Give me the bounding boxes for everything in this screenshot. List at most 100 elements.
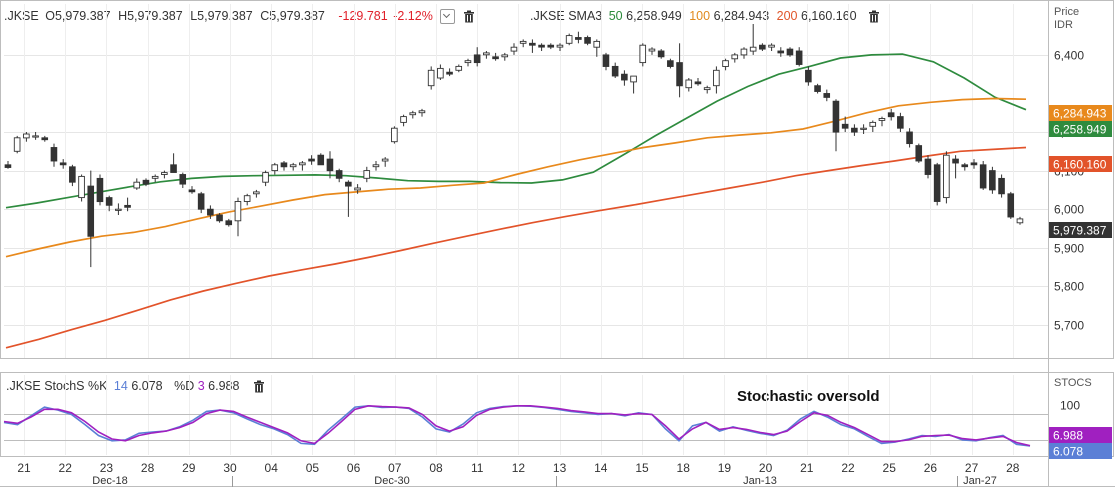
sma-label: .JKSE SMA3 (530, 9, 603, 23)
candle-body (437, 67, 444, 79)
candle (280, 161, 288, 171)
candle (740, 47, 748, 59)
candle-body (519, 40, 527, 44)
candle (13, 135, 21, 154)
stoch-axis-title: STOCS (1054, 377, 1092, 389)
stoch-legend: .JKSE StochS %K 14 6.078 %D 3 6.988 (6, 379, 265, 393)
candle-body (363, 170, 371, 179)
candle-body (69, 166, 76, 183)
candle (906, 128, 913, 148)
candle-body (510, 46, 518, 52)
candle-body (667, 60, 674, 67)
close-label: C (260, 9, 270, 23)
candle-body (381, 158, 389, 162)
candle (860, 124, 867, 134)
change-value: -129.781 (338, 9, 388, 23)
day-tick-label: 23 (100, 461, 114, 475)
trash-icon[interactable] (463, 10, 475, 23)
candle-body (593, 40, 601, 48)
candle (151, 174, 159, 183)
day-tick-label: 14 (594, 461, 608, 475)
candle (299, 161, 306, 171)
candle (510, 43, 518, 55)
trash-icon[interactable] (868, 10, 880, 23)
candle (611, 62, 619, 78)
price-axis-title: Price (1054, 6, 1079, 18)
candle (354, 184, 361, 194)
day-tick-label: 28 (1006, 461, 1020, 475)
candle-body (575, 37, 582, 40)
chevron-down-icon[interactable] (440, 9, 456, 25)
day-tick-label: 11 (471, 461, 484, 475)
candle-body (703, 87, 711, 91)
candle-body (59, 162, 67, 166)
candle-body (335, 170, 343, 179)
candle-body (41, 137, 49, 141)
stoch-k-tag-text: 6.078 (1053, 445, 1083, 459)
price-tick-label: 6,000 (1054, 203, 1084, 217)
day-tick-label: 08 (429, 461, 443, 475)
candle-body (731, 54, 739, 60)
value-tags: 6,284.943 6,258.949 6,160.160 5,979.387 6.98… (1049, 105, 1112, 459)
candle (970, 159, 978, 169)
stoch-k-tag: 6.078 (1049, 443, 1112, 459)
candle (814, 83, 821, 94)
candle-body (630, 75, 637, 83)
candle (427, 66, 435, 90)
month-label: Jan-13 (743, 475, 777, 487)
candle-body (841, 123, 849, 129)
candle-body (271, 164, 279, 172)
candle (575, 31, 582, 44)
stoch-panel: 100 (3, 399, 1080, 447)
candle-body (197, 193, 205, 210)
candle-body (759, 44, 766, 50)
candle (768, 43, 775, 51)
sma50-tag-text: 6,258.949 (1053, 123, 1107, 137)
low-label: L (190, 9, 198, 23)
candle (243, 193, 251, 206)
candle (446, 68, 453, 77)
candle (621, 70, 628, 86)
candle-body (87, 185, 95, 237)
candle (805, 66, 812, 86)
candle (23, 132, 30, 142)
candle (87, 170, 95, 268)
candle (676, 43, 683, 98)
price-panel-border (0, 0, 1114, 359)
candle (179, 172, 187, 188)
stoch-d-period: 3 (197, 379, 205, 393)
candle-body (556, 44, 564, 48)
candle (998, 174, 1005, 198)
candle-body (280, 162, 288, 168)
candle-body (878, 118, 886, 121)
price-tick-label: 5,800 (1054, 280, 1084, 294)
candle (289, 162, 297, 171)
stoch-d-line (3, 404, 1031, 447)
trash-icon[interactable] (253, 380, 265, 393)
candle-body (887, 112, 895, 118)
candle-body (400, 116, 407, 123)
candle-body (216, 214, 223, 222)
day-tick-label: 20 (759, 461, 773, 475)
candle (759, 43, 766, 51)
candle (32, 132, 39, 140)
candle (989, 166, 996, 194)
candle-body (814, 85, 821, 92)
candle-body (860, 127, 867, 130)
candle-body (786, 48, 794, 56)
month-label: Dec-18 (92, 475, 127, 487)
candle (216, 213, 223, 223)
stoch-tick-label: 100 (1060, 399, 1080, 413)
candle-body (299, 162, 306, 166)
day-tick-label: 18 (677, 461, 691, 475)
day-tick-label: 07 (388, 461, 402, 475)
stoch-k-value: 6.078 (131, 379, 163, 393)
sma100-period: 100 (689, 9, 711, 23)
candle (170, 153, 177, 173)
day-tick-label: 13 (553, 461, 567, 475)
candle-body (740, 48, 748, 56)
candle (1007, 191, 1015, 219)
candle (308, 155, 315, 165)
